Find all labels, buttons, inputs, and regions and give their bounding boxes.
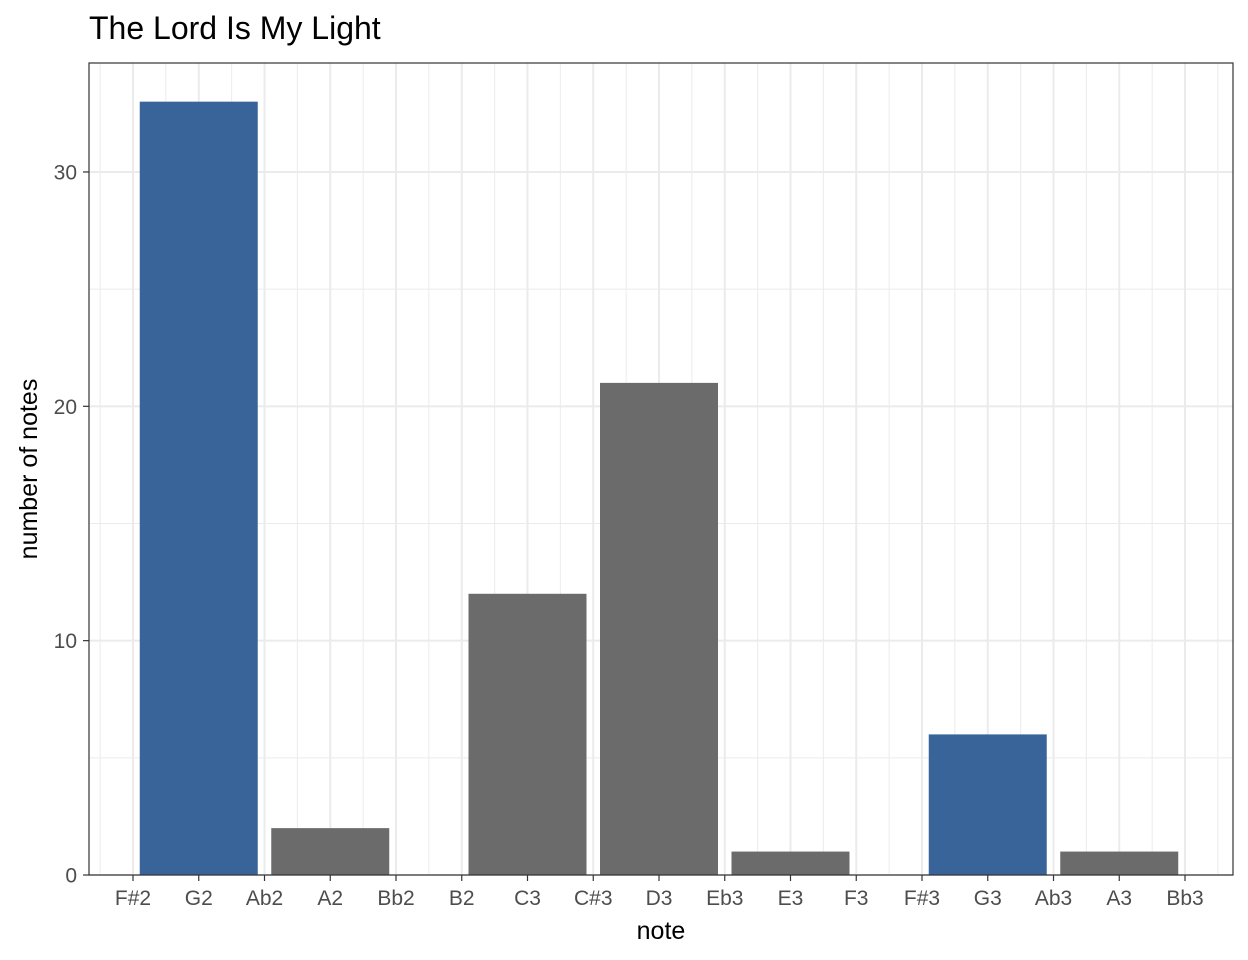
y-tick-label: 20: [54, 396, 77, 419]
bar-G3: [928, 734, 1047, 875]
x-tick-label: C3: [514, 887, 541, 910]
x-tick-label: C#3: [574, 887, 613, 910]
bar-D3: [600, 382, 718, 875]
x-tick-label: B2: [449, 887, 475, 910]
x-axis-title: note: [637, 917, 686, 945]
x-tick-label: E3: [778, 887, 804, 910]
y-axis-title: number of notes: [15, 379, 43, 560]
y-tick-label: 30: [54, 161, 77, 184]
bar-A3: [1060, 851, 1179, 875]
x-axis: F#2 G2 Ab2 A2 Bb2 B2 C3 C#3 D3 Eb3 E3 F3 F#3 G3 Ab3 A3 B…: [115, 875, 1204, 910]
plot-border: [88, 62, 1234, 876]
x-tick-label: Bb3: [1166, 887, 1203, 910]
y-tick-label: 0: [65, 865, 77, 888]
x-tick-label: D3: [646, 887, 673, 910]
x-tick-label: G2: [185, 887, 213, 910]
x-tick-label: Eb3: [706, 887, 743, 910]
x-tick-label: Bb2: [377, 887, 414, 910]
x-tick-label: Ab2: [246, 887, 283, 910]
x-tick-label: F#3: [904, 887, 940, 910]
bars: [139, 101, 1179, 875]
x-tick-label: F3: [844, 887, 869, 910]
bar-C3: [468, 593, 587, 875]
chart-title: The Lord Is My Light: [89, 10, 381, 46]
x-tick-label: A2: [317, 887, 343, 910]
bar-A2: [271, 828, 390, 875]
x-tick-label: A3: [1106, 887, 1132, 910]
y-tick-label: 10: [54, 630, 77, 653]
y-axis: 0 10 20 30: [54, 161, 89, 888]
x-tick-label: F#2: [115, 887, 151, 910]
bar-G2: [139, 101, 258, 875]
x-tick-label: Ab3: [1035, 887, 1072, 910]
bar-E3: [731, 851, 850, 875]
x-tick-label: G3: [974, 887, 1002, 910]
